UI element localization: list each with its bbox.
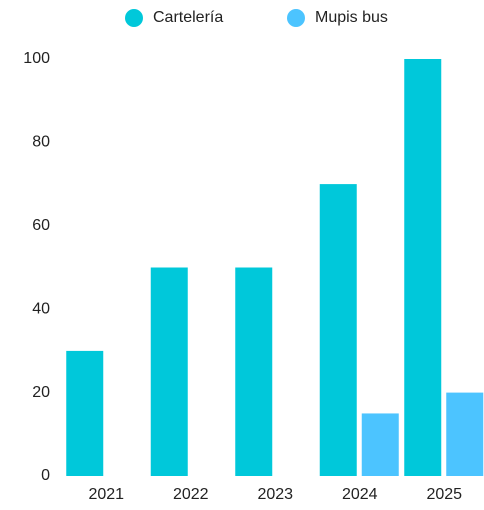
legend-swatch (287, 9, 305, 27)
bar (66, 350, 104, 476)
y-tick-label: 60 (32, 217, 50, 234)
bar (319, 184, 357, 476)
y-tick-label: 20 (32, 384, 50, 401)
y-tick-label: 100 (23, 50, 50, 67)
bar (446, 392, 484, 476)
y-tick-label: 80 (32, 134, 50, 151)
x-tick-label: 2022 (173, 486, 209, 503)
x-tick-label: 2021 (88, 486, 124, 503)
legend-label: Cartelería (153, 9, 223, 26)
bar (404, 59, 442, 476)
x-tick-label: 2024 (342, 486, 378, 503)
y-tick-label: 40 (32, 300, 50, 317)
bar (150, 267, 188, 476)
legend-label: Mupis bus (315, 9, 388, 26)
x-tick-label: 2025 (426, 486, 462, 503)
x-tick-label: 2023 (257, 486, 293, 503)
legend-swatch (125, 9, 143, 27)
bar (361, 413, 399, 476)
bar (235, 267, 273, 476)
y-tick-label: 0 (41, 467, 50, 484)
